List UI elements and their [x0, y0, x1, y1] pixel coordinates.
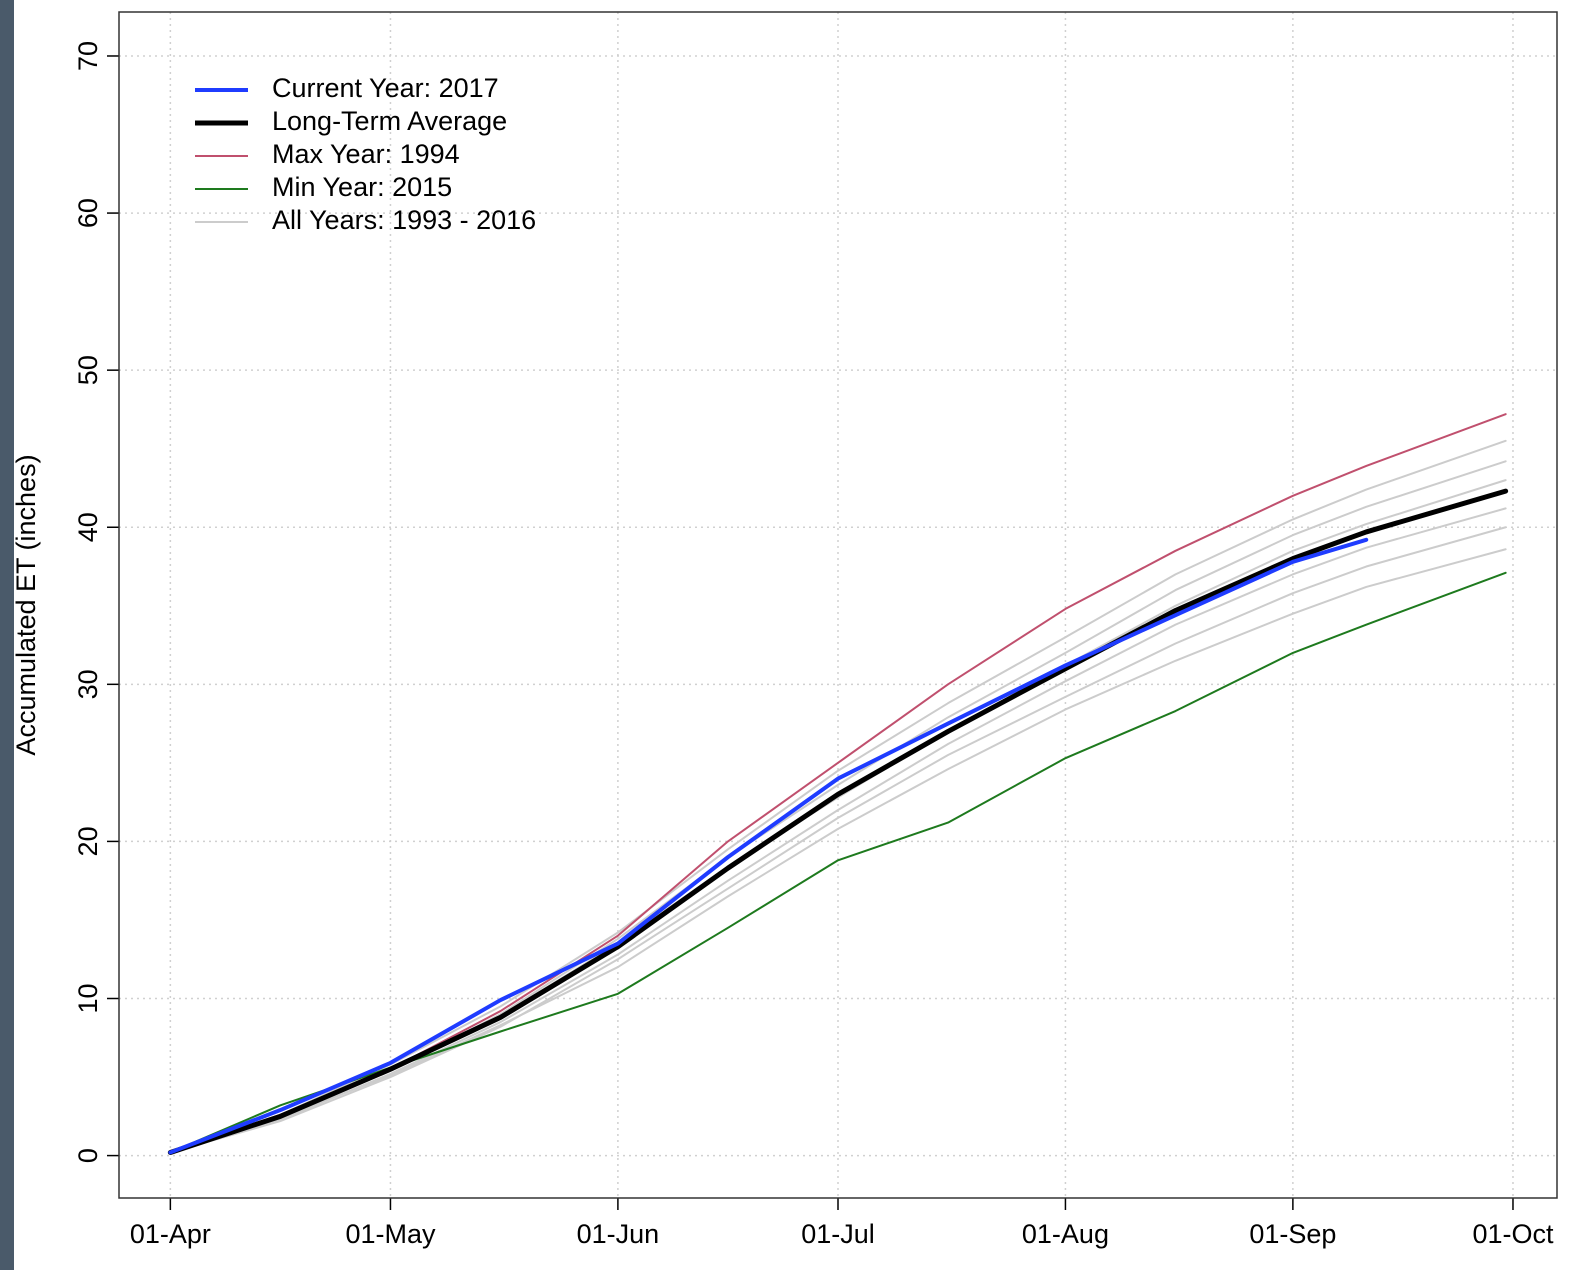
y-tick-label: 50: [73, 355, 103, 385]
series-line: [167, 488, 1509, 1155]
y-tick-label: 40: [73, 512, 103, 542]
x-tick-label: 01-Jun: [577, 1219, 660, 1249]
series-line: [169, 413, 1507, 1154]
y-axis-label: Accumulated ET (inches): [11, 454, 41, 755]
legend-label: Max Year: 1994: [272, 139, 460, 169]
y-tick-label: 60: [73, 198, 103, 228]
y-tick-label: 0: [73, 1148, 103, 1163]
y-tick-label: 10: [73, 983, 103, 1013]
x-tick-label: 01-Oct: [1472, 1219, 1554, 1249]
legend-label: All Years: 1993 - 2016: [272, 205, 536, 235]
legend-label: Long-Term Average: [272, 106, 507, 136]
legend-label: Current Year: 2017: [272, 73, 499, 103]
series-line: [168, 537, 1369, 1155]
x-tick-label: 01-Jul: [801, 1219, 875, 1249]
background-strip: [0, 0, 14, 1270]
x-tick-label: 01-May: [345, 1219, 436, 1249]
y-tick-label: 30: [73, 669, 103, 699]
series-line: [169, 571, 1507, 1154]
y-tick-label: 20: [73, 826, 103, 856]
y-tick-label: 70: [73, 41, 103, 71]
series-line: [169, 507, 1507, 1154]
series-line: [169, 548, 1507, 1154]
legend-label: Min Year: 2015: [272, 172, 452, 202]
x-tick-label: 01-Sep: [1249, 1219, 1336, 1249]
x-tick-label: 01-Aug: [1022, 1219, 1109, 1249]
series-line: [169, 526, 1507, 1154]
plot-frame: [118, 11, 1558, 1199]
x-tick-label: 01-Apr: [130, 1219, 211, 1249]
